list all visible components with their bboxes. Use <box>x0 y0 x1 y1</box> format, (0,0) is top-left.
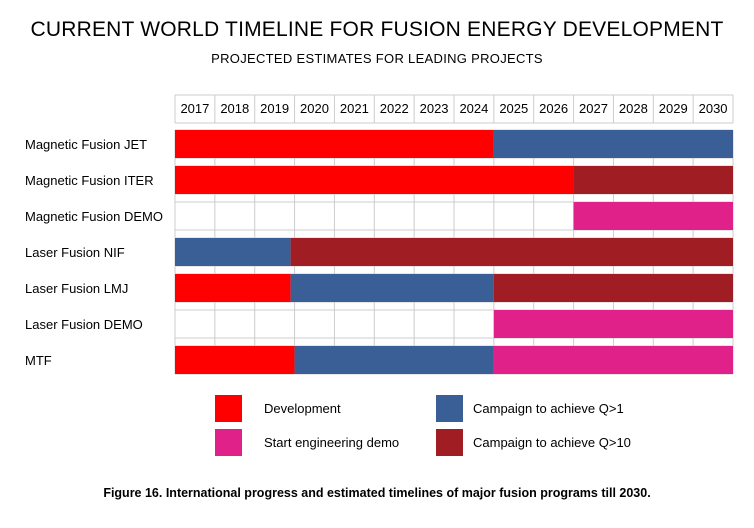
legend-label-campaign-q1: Campaign to achieve Q>1 <box>473 401 624 416</box>
timeline-bar-campaign-q1 <box>294 346 494 374</box>
row-label: MTF <box>25 353 52 368</box>
timeline-bar-development <box>175 166 574 194</box>
chart-title: CURRENT WORLD TIMELINE FOR FUSION ENERGY… <box>30 18 724 41</box>
year-tick-label: 2023 <box>420 101 449 116</box>
timeline-bar-development <box>175 130 494 158</box>
timeline-bar-engineering-demo <box>493 346 733 374</box>
legend-swatch-campaign-q1 <box>436 395 463 422</box>
row-label: Magnetic Fusion DEMO <box>25 209 163 224</box>
timeline-bar-campaign-q10 <box>290 238 733 266</box>
timeline-bar-engineering-demo <box>573 202 733 230</box>
legend-item-campaign-q1: Campaign to achieve Q>1 <box>436 395 624 422</box>
timeline-bar-campaign-q10 <box>573 166 733 194</box>
timeline-bar-development <box>175 274 291 302</box>
row-label: Laser Fusion NIF <box>25 245 125 260</box>
year-tick-label: 2025 <box>499 101 528 116</box>
row-label: Laser Fusion LMJ <box>25 281 128 296</box>
year-tick-label: 2028 <box>619 101 648 116</box>
timeline-bar-campaign-q1 <box>493 130 733 158</box>
year-tick-label: 2026 <box>539 101 568 116</box>
figure-caption: Figure 16. International progress and es… <box>103 486 651 500</box>
chart-subtitle: PROJECTED ESTIMATES FOR LEADING PROJECTS <box>211 51 543 66</box>
year-tick-label: 2017 <box>180 101 209 116</box>
legend-label-campaign-q10: Campaign to achieve Q>10 <box>473 435 631 450</box>
year-tick-label: 2022 <box>380 101 409 116</box>
legend-swatch-engineering-demo <box>215 429 242 456</box>
legend-item-engineering-demo: Start engineering demo <box>215 429 399 456</box>
timeline-bar-development <box>175 346 295 374</box>
year-tick-label: 2018 <box>220 101 249 116</box>
timeline-bar-campaign-q1 <box>175 238 291 266</box>
year-tick-label: 2027 <box>579 101 608 116</box>
row-label: Magnetic Fusion ITER <box>25 173 154 188</box>
legend-label-engineering-demo: Start engineering demo <box>264 435 400 450</box>
timeline-bar-campaign-q10 <box>493 274 733 302</box>
year-tick-label: 2019 <box>260 101 289 116</box>
legend-swatch-campaign-q10 <box>436 429 463 456</box>
year-tick-label: 2024 <box>459 101 488 116</box>
row-label: Magnetic Fusion JET <box>25 137 147 152</box>
year-tick-label: 2030 <box>699 101 728 116</box>
year-tick-label: 2020 <box>300 101 329 116</box>
legend-item-development: Development <box>215 395 341 422</box>
year-tick-label: 2021 <box>340 101 369 116</box>
year-tick-label: 2029 <box>659 101 688 116</box>
legend-swatch-development <box>215 395 242 422</box>
row-label: Laser Fusion DEMO <box>25 317 143 332</box>
timeline-chart: 2017 2018 2019 2020 2021 2022 2023 2024 2025 2026… <box>25 94 734 375</box>
timeline-bar-engineering-demo <box>493 310 733 338</box>
timeline-bar-campaign-q1 <box>290 274 494 302</box>
legend-label-development: Development <box>264 401 341 416</box>
legend-item-campaign-q10: Campaign to achieve Q>10 <box>436 429 631 456</box>
